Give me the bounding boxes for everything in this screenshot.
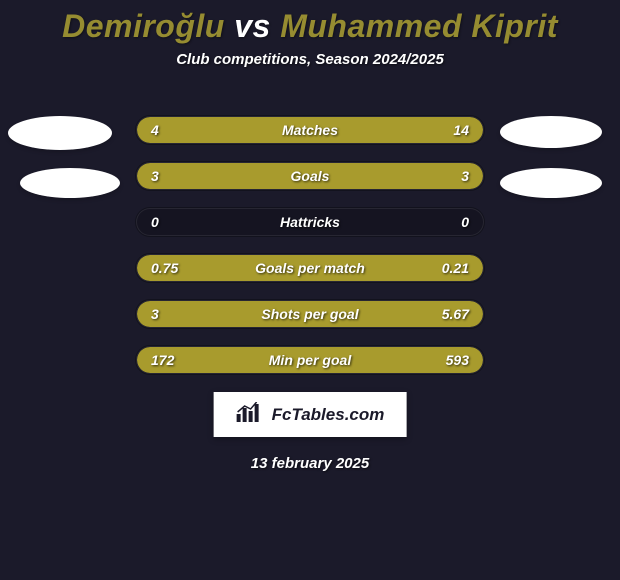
team-logo-placeholder — [8, 116, 112, 150]
stat-metric-label: Min per goal — [137, 347, 483, 373]
title-player2: Muhammed Kiprit — [280, 8, 558, 44]
team-logo-placeholder — [500, 116, 602, 148]
stat-metric-label: Matches — [137, 117, 483, 143]
comparison-infographic: Demiroğlu vs Muhammed Kiprit Club compet… — [0, 0, 620, 580]
logo-text: FcTables.com — [272, 405, 385, 425]
stats-chart: 414Matches 33Goals 00Hattricks 0.750.21Goal… — [0, 98, 620, 398]
fctables-logo: FcTables.com — [214, 392, 407, 437]
bar-chart-icon — [236, 402, 264, 427]
title-vs: vs — [225, 8, 280, 44]
stat-row: 414Matches — [136, 116, 484, 144]
team-logo-placeholder — [20, 168, 120, 198]
stat-metric-label: Goals per match — [137, 255, 483, 281]
stat-metric-label: Goals — [137, 163, 483, 189]
subtitle: Club competitions, Season 2024/2025 — [0, 51, 620, 68]
stat-metric-label: Hattricks — [137, 209, 483, 235]
stat-row: 0.750.21Goals per match — [136, 254, 484, 282]
date-label: 13 february 2025 — [0, 455, 620, 472]
stat-row: 33Goals — [136, 162, 484, 190]
title-player1: Demiroğlu — [62, 8, 225, 44]
stat-metric-label: Shots per goal — [137, 301, 483, 327]
stat-row: 00Hattricks — [136, 208, 484, 236]
stat-row: 35.67Shots per goal — [136, 300, 484, 328]
stat-row: 172593Min per goal — [136, 346, 484, 374]
team-logo-placeholder — [500, 168, 602, 198]
page-title: Demiroğlu vs Muhammed Kiprit — [0, 0, 620, 45]
